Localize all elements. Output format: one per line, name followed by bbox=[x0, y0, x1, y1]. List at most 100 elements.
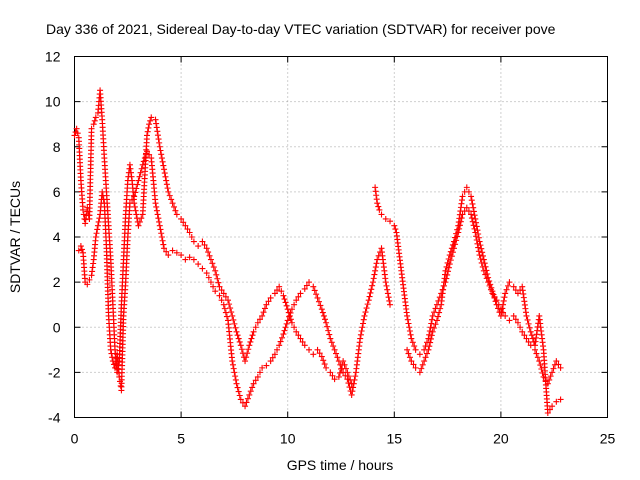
data-point-interp bbox=[471, 212, 478, 219]
data-point-interp bbox=[201, 241, 208, 248]
data-point-interp bbox=[371, 271, 378, 278]
data-point-interp bbox=[329, 372, 336, 379]
data-point-interp bbox=[533, 350, 540, 357]
data-point-interp bbox=[129, 196, 136, 203]
data-point bbox=[446, 252, 453, 259]
data-point-interp bbox=[324, 323, 331, 330]
data-point bbox=[357, 335, 364, 342]
data-point-interp bbox=[484, 271, 491, 278]
data-point bbox=[536, 358, 543, 365]
data-point bbox=[173, 249, 180, 256]
data-point bbox=[152, 116, 159, 123]
data-point-interp bbox=[244, 350, 251, 357]
data-point bbox=[327, 369, 334, 376]
data-point bbox=[425, 346, 432, 353]
data-point-interp bbox=[184, 226, 191, 233]
data-point-interp bbox=[445, 255, 452, 262]
data-point bbox=[310, 283, 317, 290]
data-point-interp bbox=[247, 388, 254, 395]
data-point-interp bbox=[547, 373, 554, 380]
data-point-interp bbox=[411, 343, 418, 350]
data-point-interp bbox=[113, 355, 120, 362]
data-point-interp bbox=[405, 350, 412, 357]
data-point-interp bbox=[228, 309, 235, 316]
data-point-interp bbox=[501, 294, 508, 301]
data-point-interp bbox=[226, 301, 233, 308]
data-point-interp bbox=[500, 301, 507, 308]
data-point-interp bbox=[392, 226, 399, 233]
data-point-interp bbox=[283, 302, 290, 309]
data-point-interp bbox=[488, 284, 495, 291]
x-tick-label: 25 bbox=[600, 431, 616, 447]
data-point bbox=[267, 294, 274, 301]
data-point-interp bbox=[291, 301, 298, 308]
data-point-interp bbox=[369, 282, 376, 289]
data-point-interp bbox=[319, 309, 326, 316]
data-point-interp bbox=[281, 327, 288, 334]
data-point-interp bbox=[163, 248, 170, 255]
data-point bbox=[199, 238, 206, 245]
data-point-interp bbox=[490, 291, 497, 298]
data-point bbox=[549, 369, 556, 376]
data-point-interp bbox=[525, 320, 532, 327]
data-point bbox=[203, 270, 210, 277]
data-point-interp bbox=[222, 309, 229, 316]
data-point bbox=[276, 283, 283, 290]
data-point-interp bbox=[158, 151, 165, 158]
data-point bbox=[306, 279, 313, 286]
x-tick-label: 20 bbox=[493, 431, 509, 447]
data-point-interp bbox=[342, 372, 349, 379]
data-point-interp bbox=[269, 354, 276, 361]
data-point-interp bbox=[320, 357, 327, 364]
data-point-interp bbox=[134, 181, 141, 188]
data-point-interp bbox=[372, 267, 379, 274]
data-point bbox=[271, 290, 278, 297]
data-point-interp bbox=[427, 339, 434, 346]
data-point bbox=[412, 346, 419, 353]
data-point bbox=[135, 222, 142, 229]
data-point bbox=[472, 215, 479, 222]
data-point bbox=[553, 358, 560, 365]
data-point-interp bbox=[78, 246, 85, 253]
data-point bbox=[94, 222, 101, 229]
data-point-interp bbox=[303, 282, 310, 289]
data-markers bbox=[71, 87, 564, 416]
data-point bbox=[263, 301, 270, 308]
data-point-interp bbox=[405, 320, 412, 327]
data-point-interp bbox=[299, 338, 306, 345]
data-point bbox=[156, 143, 163, 150]
data-point-interp bbox=[162, 173, 169, 180]
data-point bbox=[365, 297, 372, 304]
data-point bbox=[237, 396, 244, 403]
data-point-interp bbox=[483, 267, 490, 274]
y-tick-label: 10 bbox=[45, 94, 61, 110]
data-point-interp bbox=[155, 215, 162, 222]
series-track-d bbox=[404, 184, 564, 416]
data-point bbox=[510, 283, 517, 290]
data-point-interp bbox=[155, 136, 162, 143]
data-point bbox=[523, 312, 530, 319]
data-point-interp bbox=[316, 350, 323, 357]
data-point-interp bbox=[373, 260, 380, 267]
data-point-interp bbox=[132, 189, 139, 196]
data-point bbox=[263, 362, 270, 369]
data-point-interp bbox=[100, 196, 107, 203]
data-point bbox=[77, 243, 84, 250]
gridlines bbox=[74, 56, 608, 418]
data-point-interp bbox=[529, 335, 536, 342]
data-point-interp bbox=[366, 293, 373, 300]
data-point-interp bbox=[91, 117, 98, 124]
y-tick-label: 8 bbox=[53, 139, 61, 155]
data-point bbox=[250, 328, 257, 335]
data-point-interp bbox=[517, 324, 524, 331]
data-point bbox=[216, 283, 223, 290]
data-point bbox=[186, 229, 193, 236]
data-point-interp bbox=[132, 207, 139, 214]
data-point bbox=[468, 211, 475, 218]
data-point bbox=[553, 398, 560, 405]
y-tick-label: 12 bbox=[45, 49, 61, 65]
data-point-interp bbox=[449, 241, 456, 248]
data-point-interp bbox=[546, 376, 553, 383]
data-point bbox=[476, 238, 483, 245]
data-point-interp bbox=[286, 312, 293, 319]
